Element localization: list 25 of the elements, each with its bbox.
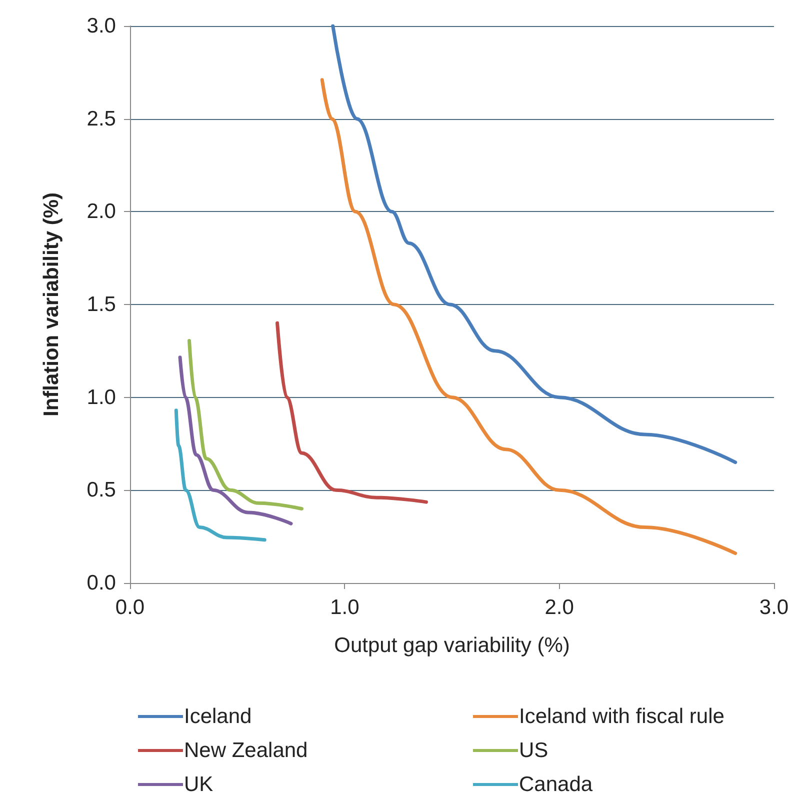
line-series (276, 321, 428, 504)
legend-label: Iceland with fiscal rule (519, 705, 724, 728)
y-tick-label: 1.5 (86, 293, 116, 316)
x-axis-title: Output gap variability (%) (334, 634, 570, 657)
y-tick-label: 0.0 (86, 572, 116, 594)
x-tick-label: 1.0 (330, 596, 360, 619)
line-series (320, 78, 738, 556)
line-series (174, 408, 266, 542)
x-tick-label: 2.0 (544, 596, 574, 619)
x-tick-label: 3.0 (759, 596, 789, 619)
y-tick-label: 2.5 (86, 107, 116, 130)
line-series (331, 24, 738, 464)
legend-label: Iceland (184, 705, 252, 728)
y-tick-label: 3.0 (86, 14, 116, 38)
y-axis-title: Inflation variability (%) (40, 192, 63, 417)
legend-label: UK (184, 773, 214, 796)
y-tick-label: 1.0 (86, 386, 116, 409)
legend-label: New Zealand (184, 739, 308, 762)
y-tick-label: 0.5 (86, 478, 116, 502)
legend-label: US (519, 739, 548, 762)
x-tick-label: 0.0 (115, 596, 145, 619)
y-tick-label: 2.0 (86, 200, 116, 224)
legend-label: Canada (519, 773, 593, 796)
line-series (178, 356, 293, 526)
line-series (188, 338, 304, 510)
